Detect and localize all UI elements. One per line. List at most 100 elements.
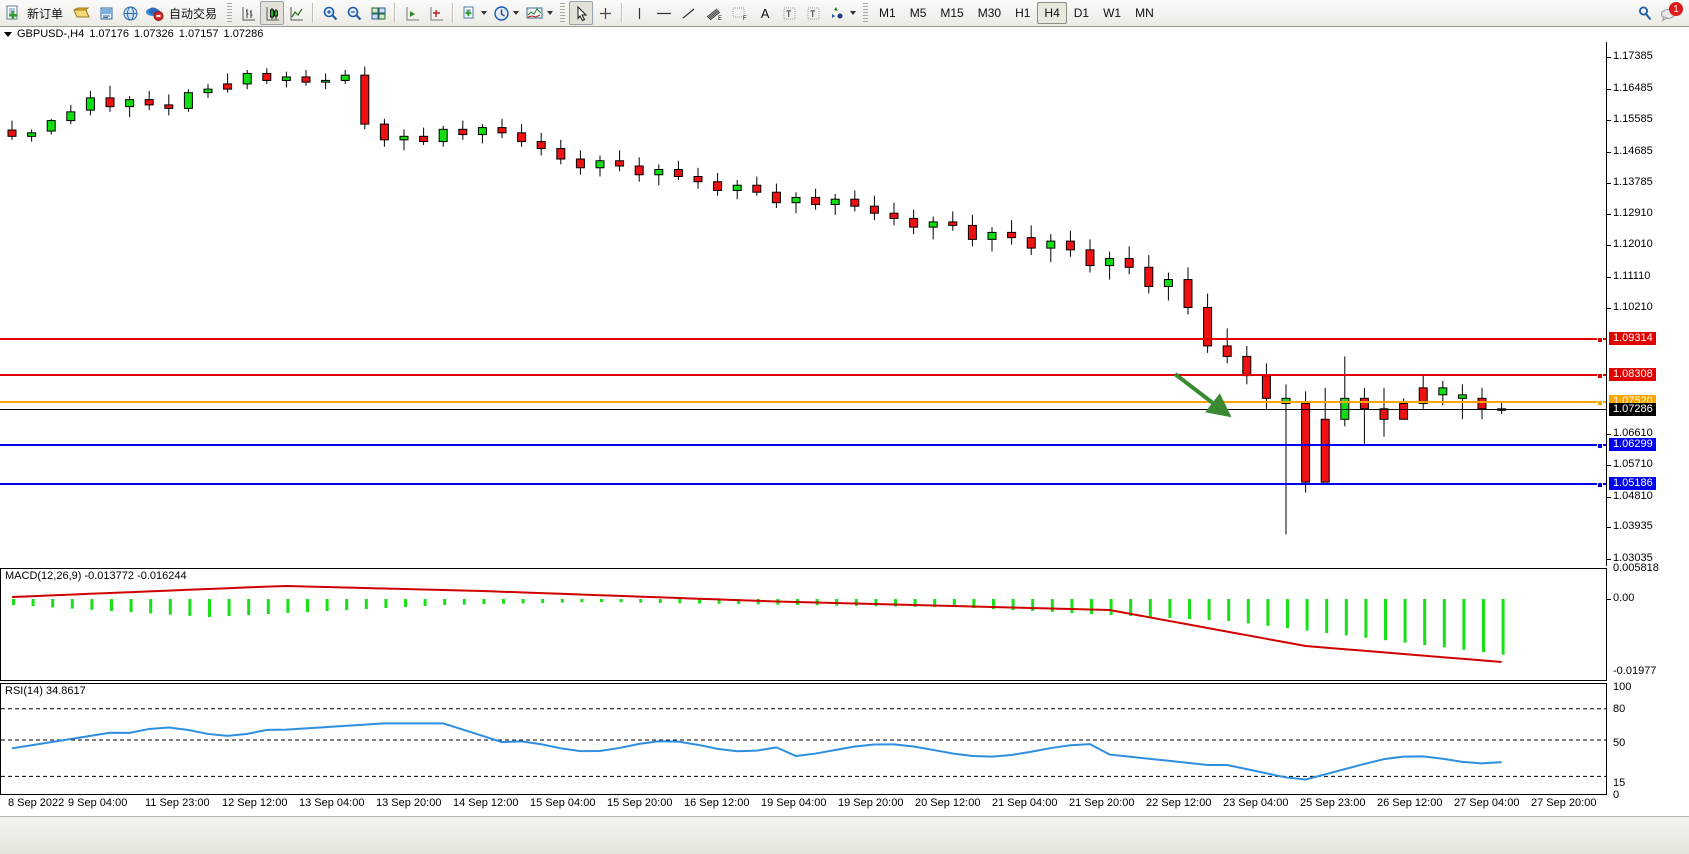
price-tick: 1.04810 [1607,490,1653,502]
chevron-down-icon[interactable] [481,11,488,15]
price-tick: 1.12910 [1607,207,1653,219]
collapse-triangle-icon[interactable] [4,31,12,37]
chevron-down-icon[interactable] [513,11,520,15]
cursor-tool-button[interactable] [569,1,594,25]
level-line-entry[interactable] [0,400,1606,407]
bar-chart-button[interactable] [236,1,260,25]
toolbar-separator-3 [452,3,455,23]
timeframe-mn[interactable]: MN [1135,6,1154,20]
price-candles [7,66,1507,535]
price-label-resistance-2: 1.08308 [1609,367,1656,381]
new-order-icon [5,5,22,22]
text-label-button[interactable]: T [777,1,801,25]
indicator-button[interactable] [522,1,556,25]
toolbar-separator-1 [312,3,315,23]
time-label: 21 Sep 04:00 [992,797,1058,809]
time-label: 19 Sep 20:00 [838,797,904,809]
quote-close: 1.07286 [223,28,264,40]
level-handle[interactable] [1597,337,1603,344]
time-label: 26 Sep 12:00 [1377,797,1443,809]
timeframe-m15[interactable]: M15 [940,6,964,20]
timeframe-d1[interactable]: D1 [1073,6,1090,20]
price-tick: 1.16485 [1607,82,1653,94]
macd-tick: -0.01977 [1613,665,1657,677]
price-tick: 1.11110 [1607,270,1650,282]
svg-text:T: T [786,9,792,19]
trendline-button[interactable] [677,1,701,25]
folder-button[interactable] [69,1,94,25]
tile-windows-button[interactable] [366,1,390,25]
search-icon [1636,4,1654,22]
shapes-button[interactable] [825,1,859,25]
symbol-quote-bar: GBPUSD-,H4 1.07176 1.07326 1.07157 1.072… [0,27,263,41]
channel-button[interactable]: F [727,1,753,25]
zoom-out-button[interactable] [342,1,366,25]
chevron-down-icon[interactable] [850,11,857,15]
folder-icon [72,5,91,22]
timeframe-m5[interactable]: M5 [909,6,927,20]
alerts-button[interactable]: 1 [1657,1,1683,25]
timeframe-m30[interactable]: M30 [977,6,1002,20]
timeframe-h1[interactable]: H1 [1015,6,1031,20]
autotrading-button[interactable]: 自动交易 [142,1,223,25]
macd-pane[interactable]: MACD(12,26,9) -0.013772 -0.016244 [0,568,1607,681]
price-tick: 1.03935 [1607,520,1653,532]
crosshair-tool-button[interactable] [593,1,617,25]
rsi-tick: 100 [1613,681,1632,693]
price-tick: 1.14685 [1607,145,1653,157]
shift-end-button[interactable] [400,1,424,25]
chart-area[interactable]: GBPUSD-,H4 1.07176 1.07326 1.07157 1.072… [0,27,1689,854]
globe-button[interactable] [118,1,142,25]
candlestick-chart-button[interactable] [260,1,285,25]
fibonacci-button[interactable]: E [701,1,727,25]
level-line-resistance-2[interactable] [0,372,1606,379]
text-label-icon: T [782,5,797,22]
price-pane[interactable] [0,42,1607,566]
price-tick: 1.06610 [1607,427,1653,439]
time-label: 16 Sep 12:00 [684,797,750,809]
price-tick: 1.03035 [1607,552,1653,564]
macd-tick: 0.005818 [1613,562,1659,574]
price-tick: 1.13785 [1607,176,1653,188]
line-chart-button[interactable] [284,1,308,25]
toolbar-grip-2[interactable] [560,3,566,23]
price-tick: 1.05710 [1607,458,1653,470]
level-line-support-1[interactable] [0,442,1606,449]
timeframe-m1[interactable]: M1 [879,6,896,20]
shift-end-icon [404,5,421,22]
quote-open: 1.07176 [89,28,130,40]
print-preview-button[interactable] [94,1,118,25]
toolbar-grip-3[interactable] [863,3,869,23]
level-handle[interactable] [1597,372,1603,379]
cursor-icon [574,5,589,22]
horizontal-line-button[interactable] [651,1,677,25]
crosshair-icon [597,5,614,22]
time-label: 12 Sep 12:00 [222,797,288,809]
svg-text:E: E [718,16,722,22]
auto-scroll-button[interactable] [424,1,448,25]
level-handle[interactable] [1597,481,1603,488]
level-handle[interactable] [1597,442,1603,449]
level-line-resistance-1[interactable] [0,337,1606,344]
zoom-in-button[interactable] [318,1,342,25]
new-order-label: 新订单 [27,6,64,21]
period-button[interactable] [490,1,522,25]
chevron-down-icon[interactable] [547,11,554,15]
level-line-current-price[interactable] [0,409,1606,411]
toolbar-grip-1[interactable] [227,3,233,23]
timeframe-w1[interactable]: W1 [1103,6,1122,20]
new-order-button[interactable]: 新订单 [2,1,69,25]
macd-label: MACD(12,26,9) -0.013772 -0.016244 [5,570,187,582]
text-box-button[interactable]: T [801,1,825,25]
text-button[interactable]: A [753,1,777,25]
vertical-line-button[interactable] [627,1,651,25]
macd-plot [11,584,1505,663]
price-axis[interactable]: 1.17385 1.16485 1.15585 1.14685 1.13785 1.129… [1607,42,1689,801]
level-line-support-2[interactable] [0,481,1606,488]
rsi-pane[interactable]: RSI(14) 34.8617 [0,683,1607,795]
bar-chart-icon [240,5,257,22]
search-button[interactable] [1633,1,1657,25]
template-button[interactable] [458,1,490,25]
level-handle[interactable] [1597,400,1603,407]
timeframe-h4[interactable]: H4 [1037,2,1067,24]
